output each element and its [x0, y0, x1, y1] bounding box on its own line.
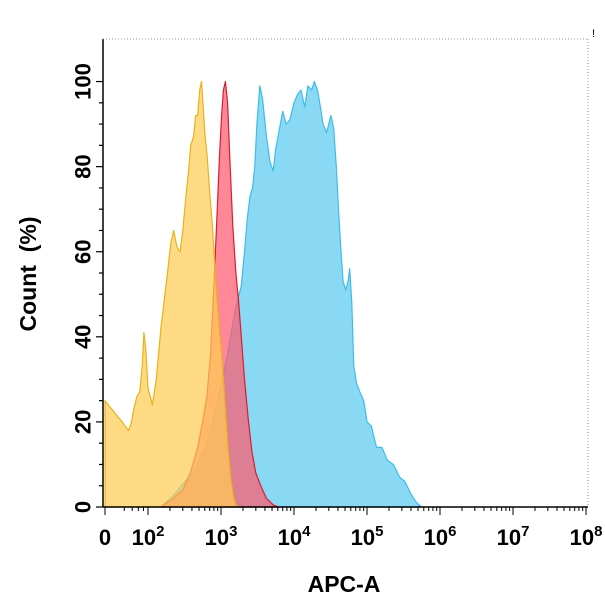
- x-tick-label: 105: [351, 523, 384, 550]
- series-layer: [104, 80, 423, 508]
- y-tick-label: 80: [71, 154, 96, 178]
- x-tick-label: 108: [570, 523, 603, 550]
- y-tick-label: 20: [71, 410, 96, 434]
- histogram-series-3: [104, 80, 238, 508]
- x-tick-label: 102: [132, 523, 165, 550]
- y-axis: 0 20 40 60 80 100: [71, 63, 103, 513]
- y-tick-label: 0: [71, 501, 96, 513]
- x-tick-label: 107: [497, 523, 530, 550]
- x-axis-label: APC-A: [308, 571, 381, 597]
- corner-mark: !: [592, 28, 595, 40]
- x-tick-label: 103: [205, 523, 238, 550]
- x-tick-label: 106: [424, 523, 457, 550]
- x-axis: 0 102 103 104 105 106 107 108: [99, 507, 603, 550]
- y-tick-label: 40: [71, 325, 96, 349]
- x-tick-label: 104: [278, 523, 311, 550]
- x-tick-label: 0: [99, 525, 111, 550]
- y-tick-label: 100: [71, 63, 96, 100]
- y-axis-label: Count (%): [15, 217, 41, 332]
- y-tick-label: 60: [71, 239, 96, 263]
